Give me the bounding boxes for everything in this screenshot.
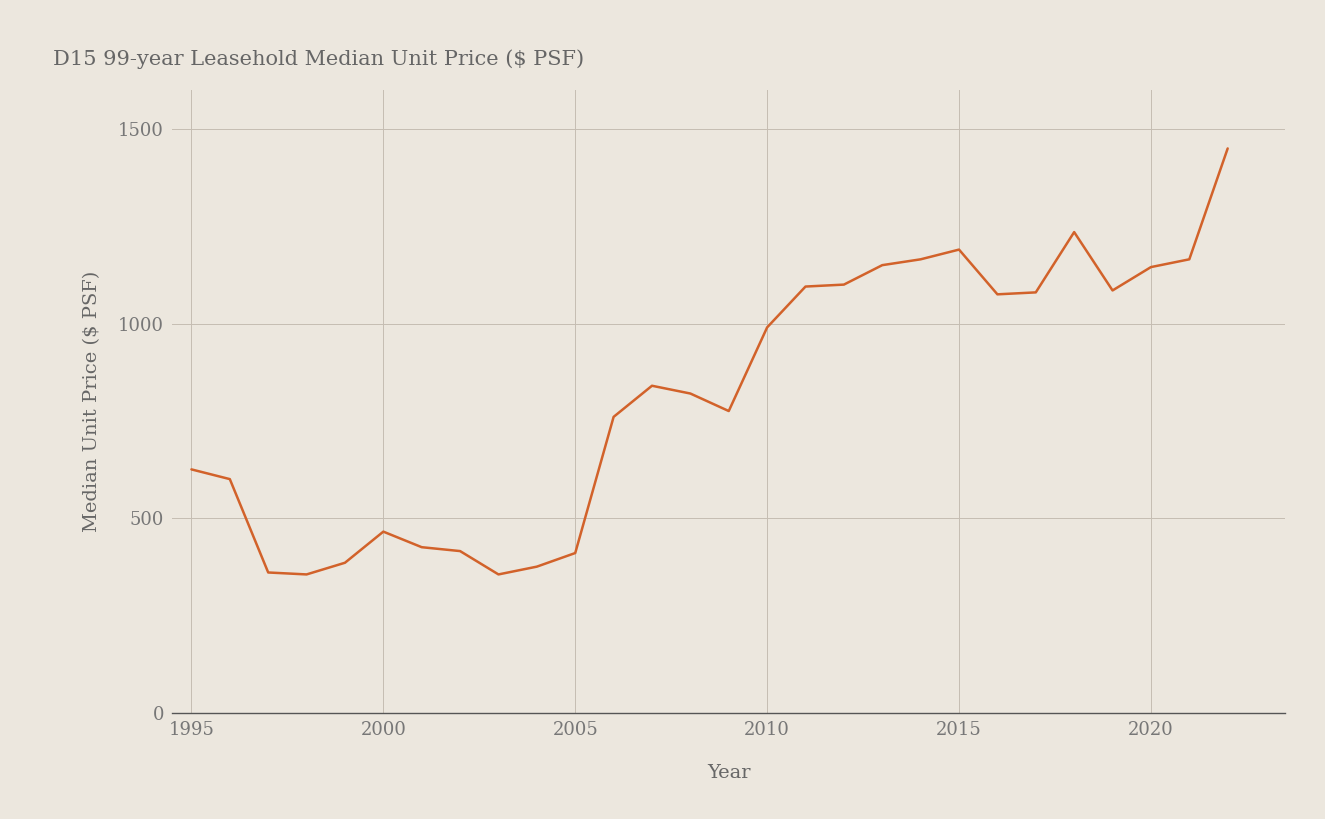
X-axis label: Year: Year	[708, 764, 750, 782]
Y-axis label: Median Unit Price ($ PSF): Median Unit Price ($ PSF)	[83, 271, 101, 532]
Text: D15 99-year Leasehold Median Unit Price ($ PSF): D15 99-year Leasehold Median Unit Price …	[53, 49, 584, 69]
